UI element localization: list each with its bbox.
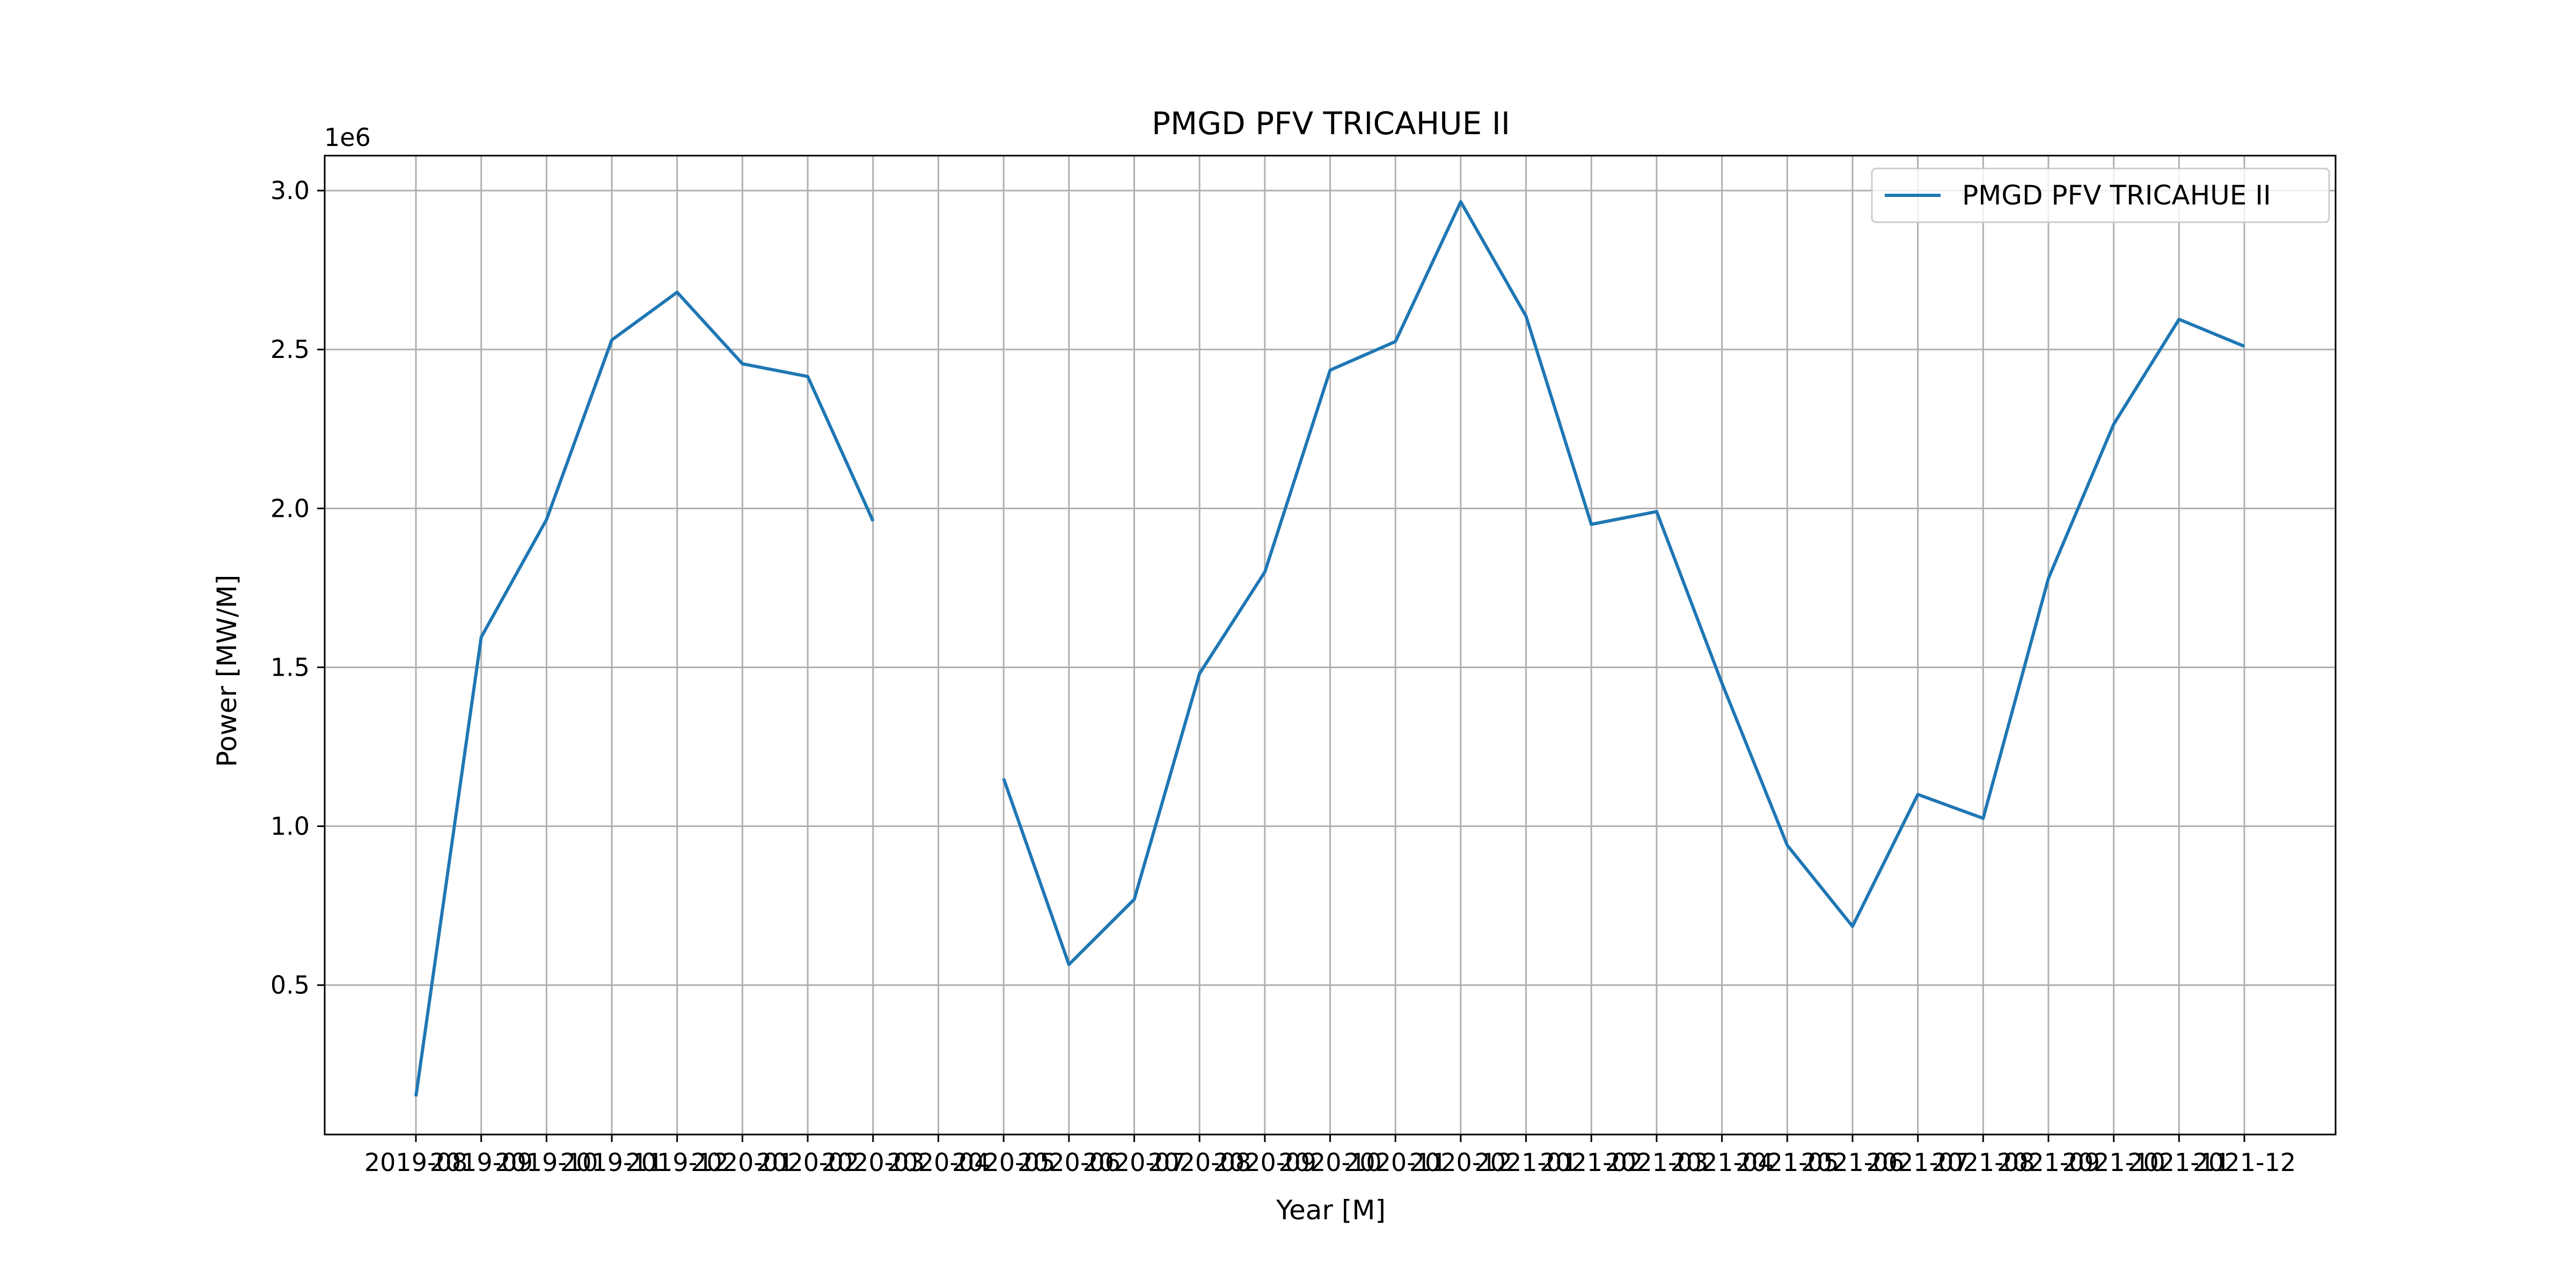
x-tick-label: 2021-02 (1540, 1148, 1643, 1177)
x-tick-label: 2019-09 (430, 1148, 533, 1177)
x-tick-label: 2019-08 (364, 1148, 467, 1177)
x-axis-ticks: 2019-082019-092019-102019-112019-122020-… (364, 1135, 2296, 1177)
x-tick-label: 2020-07 (1082, 1148, 1185, 1177)
x-tick-label: 2020-10 (1278, 1148, 1381, 1177)
x-tick-label: 2021-04 (1670, 1148, 1773, 1177)
y-axis-label: Power [MW/M] (211, 575, 243, 767)
x-tick-label: 2021-06 (1801, 1148, 1904, 1177)
x-tick-label: 2021-08 (1931, 1148, 2035, 1177)
x-tick-label: 2019-10 (495, 1148, 598, 1177)
x-tick-label: 2019-12 (626, 1148, 729, 1177)
x-tick-label: 2021-01 (1474, 1148, 1577, 1177)
y-axis-ticks: 0.5 1.0 1.5 2.0 2.5 3.0 (270, 176, 325, 1000)
legend: PMGD PFV TRICAHUE II (1871, 167, 2330, 223)
chart-title: PMGD PFV TRICAHUE II (1152, 105, 1510, 142)
y-tick-label: 0.5 (270, 971, 310, 1000)
series-line (1002, 200, 2245, 967)
x-tick-label: 2020-03 (822, 1148, 925, 1177)
x-tick-label: 2021-10 (2062, 1148, 2165, 1177)
y-axis-multiplier: 1e6 (324, 123, 371, 152)
y-tick-label: 2.0 (270, 494, 310, 523)
x-tick-label: 2020-05 (952, 1148, 1055, 1177)
series-layer (414, 200, 2245, 1097)
y-tick-label: 1.5 (270, 653, 310, 682)
y-tick-label: 1.0 (270, 812, 310, 841)
x-tick-label: 2020-01 (691, 1148, 794, 1177)
y-tick-label: 2.5 (270, 335, 310, 364)
x-tick-label: 2020-08 (1148, 1148, 1251, 1177)
x-tick-label: 2020-09 (1213, 1148, 1316, 1177)
x-tick-label: 2020-11 (1344, 1148, 1447, 1177)
x-axis-label: Year [M] (1276, 1195, 1386, 1226)
x-tick-label: 2021-07 (1867, 1148, 1970, 1177)
x-tick-label: 2021-12 (2193, 1148, 2296, 1177)
legend-label: PMGD PFV TRICAHUE II (1962, 180, 2271, 211)
x-tick-label: 2020-06 (1018, 1148, 1121, 1177)
x-tick-label: 2021-11 (2127, 1148, 2230, 1177)
y-tick-label: 3.0 (270, 176, 310, 205)
x-tick-label: 2021-09 (1997, 1148, 2100, 1177)
x-tick-label: 2020-04 (887, 1148, 990, 1177)
series-line (414, 290, 875, 1097)
x-tick-label: 2021-03 (1605, 1148, 1708, 1177)
x-tick-label: 2020-12 (1409, 1148, 1512, 1177)
x-tick-label: 2021-05 (1736, 1148, 1839, 1177)
x-tick-label: 2020-02 (756, 1148, 859, 1177)
legend-box (1871, 167, 2330, 223)
x-tick-label: 2019-11 (560, 1148, 663, 1177)
